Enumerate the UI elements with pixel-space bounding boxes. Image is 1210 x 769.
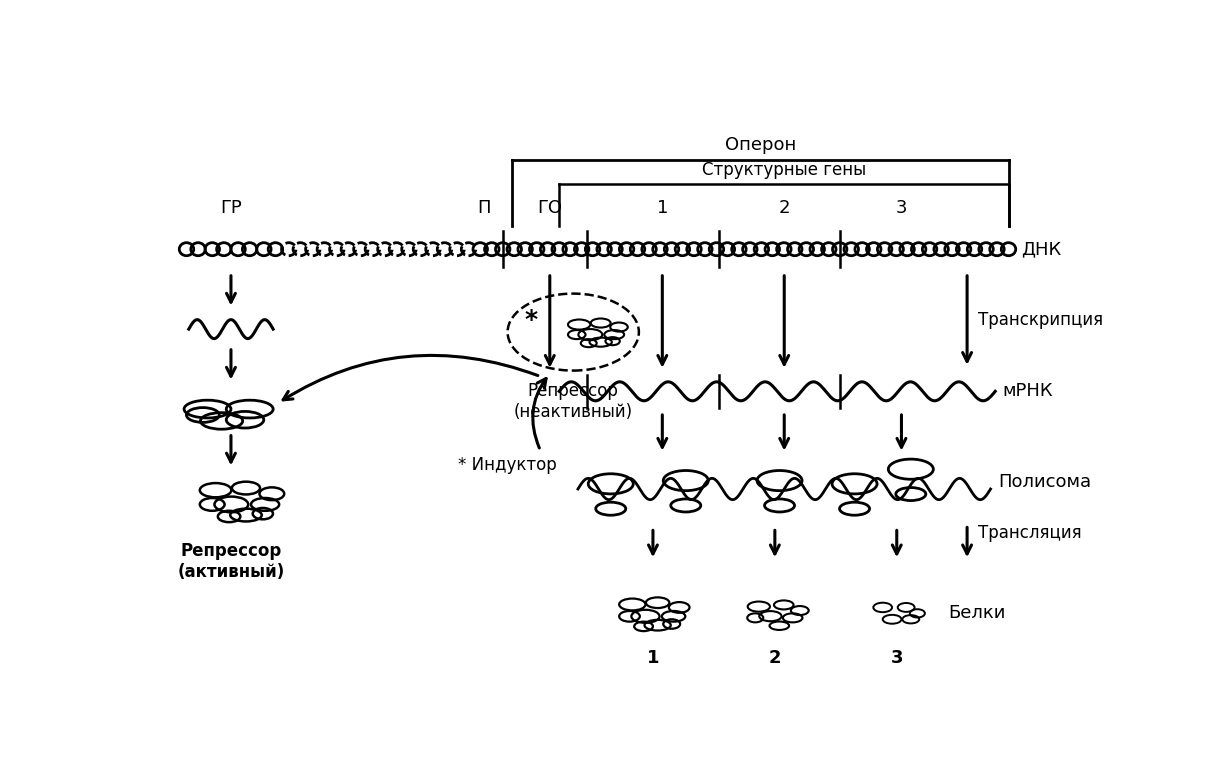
Text: Репрессор
(неактивный): Репрессор (неактивный) — [514, 382, 633, 421]
Text: 1: 1 — [646, 649, 659, 667]
Text: Репрессор
(активный): Репрессор (активный) — [178, 542, 284, 581]
Text: 2: 2 — [778, 198, 790, 217]
Text: ГР: ГР — [220, 198, 242, 217]
Text: * Индуктор: * Индуктор — [459, 456, 557, 474]
Text: Полисома: Полисома — [998, 473, 1091, 491]
Text: 3: 3 — [895, 198, 908, 217]
Text: Структурные гены: Структурные гены — [702, 161, 866, 179]
Text: Транскрипция: Транскрипция — [979, 311, 1104, 329]
Text: ГО: ГО — [537, 198, 563, 217]
Text: 3: 3 — [891, 649, 903, 667]
Text: ДНК: ДНК — [1021, 240, 1061, 258]
Text: 2: 2 — [768, 649, 782, 667]
Text: П: П — [478, 198, 491, 217]
Text: Оперон: Оперон — [725, 136, 796, 155]
Text: Трансляция: Трансляция — [979, 524, 1082, 542]
Text: мРНК: мРНК — [1003, 382, 1054, 401]
Text: *: * — [524, 308, 537, 332]
Text: 1: 1 — [657, 198, 668, 217]
Text: Белки: Белки — [949, 604, 1006, 622]
